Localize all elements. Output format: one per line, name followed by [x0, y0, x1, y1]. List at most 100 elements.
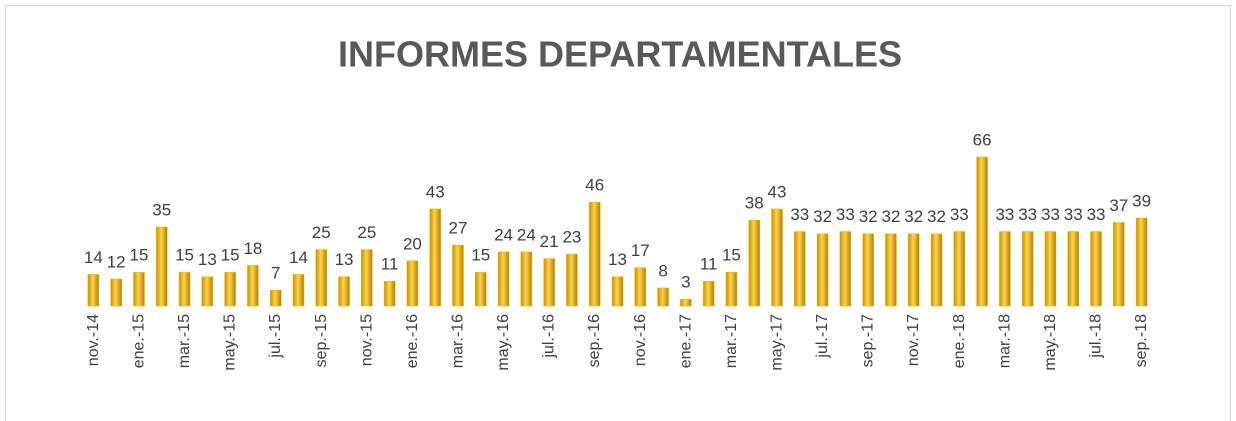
bar [1044, 231, 1057, 307]
data-label: 11 [700, 255, 718, 274]
data-label: 13 [198, 250, 217, 269]
data-label: 11 [381, 255, 399, 274]
bar [702, 280, 715, 307]
x-tick-label: may.-17 [769, 314, 786, 371]
bar [110, 278, 122, 307]
bar [611, 276, 624, 307]
data-label: 15 [471, 246, 490, 265]
chart-title: INFORMES DEPARTAMENTALES [338, 34, 902, 75]
bar [680, 298, 692, 307]
data-label: 7 [271, 264, 280, 283]
data-label: 32 [859, 207, 878, 226]
bar [816, 233, 829, 307]
data-label: 33 [950, 205, 969, 224]
bar [452, 244, 464, 307]
data-label: 37 [1109, 196, 1128, 215]
data-label: 46 [585, 176, 604, 195]
x-tick-label: mar.-15 [176, 314, 193, 368]
data-label: 33 [1018, 205, 1037, 224]
x-tick-label: nov.-17 [905, 314, 922, 366]
data-label: 33 [1041, 205, 1060, 224]
data-label: 39 [1132, 191, 1151, 210]
bar [657, 287, 669, 307]
data-label: 8 [658, 261, 667, 280]
data-label: 32 [813, 207, 832, 226]
bar [543, 258, 555, 307]
data-label: 43 [768, 182, 787, 201]
bar [748, 219, 760, 307]
data-label: 15 [221, 246, 240, 265]
bar [771, 208, 783, 307]
data-label: 14 [84, 248, 103, 267]
bar [566, 253, 578, 307]
bar [87, 274, 100, 307]
data-label: 33 [836, 205, 855, 224]
bar [133, 271, 145, 307]
data-label: 20 [403, 234, 422, 253]
bar [383, 280, 396, 307]
data-label: 25 [357, 223, 376, 242]
bar [178, 271, 191, 307]
bar [1135, 217, 1148, 307]
bar [315, 249, 328, 307]
bar [224, 271, 236, 307]
data-label: 33 [1064, 205, 1083, 224]
x-tick-label: nov.-15 [358, 314, 375, 366]
data-label: 24 [494, 225, 513, 244]
bar [794, 231, 806, 307]
data-label: 38 [745, 194, 764, 213]
bar [839, 231, 852, 307]
bar [1021, 231, 1034, 307]
bar [156, 226, 168, 307]
data-label: 13 [608, 250, 627, 269]
data-label: 13 [335, 250, 354, 269]
x-tick-label: jul.-17 [814, 314, 831, 359]
x-tick-label: ene.-18 [951, 314, 968, 368]
x-tick-label: may.-18 [1042, 314, 1059, 371]
bar [429, 208, 441, 307]
data-label: 33 [790, 205, 809, 224]
x-tick-label: may.-15 [222, 314, 239, 371]
data-label: 21 [540, 232, 559, 251]
x-tick-label: sep.-18 [1133, 314, 1150, 367]
data-label: 23 [562, 228, 581, 247]
data-label: 24 [517, 225, 536, 244]
data-label: 15 [130, 246, 149, 265]
bar [406, 260, 419, 307]
bar [885, 233, 897, 307]
bar [862, 233, 874, 307]
bar [269, 289, 282, 307]
bar [725, 271, 738, 307]
data-label: 43 [426, 182, 445, 201]
x-tick-label: jul.-18 [1088, 314, 1105, 359]
bar [953, 231, 966, 307]
x-tick-label: may.-16 [495, 314, 512, 371]
bar [976, 156, 988, 307]
x-tick-label: ene.-15 [130, 314, 147, 368]
data-label: 25 [312, 223, 331, 242]
bar [497, 251, 510, 307]
x-tick-label: sep.-15 [313, 314, 330, 367]
bar [361, 249, 373, 307]
data-label: 15 [722, 246, 741, 265]
bar [1067, 231, 1079, 307]
data-label: 33 [1087, 205, 1106, 224]
data-label: 32 [881, 207, 900, 226]
chart-frame [5, 5, 1231, 421]
bar [588, 201, 601, 307]
data-label: 15 [175, 246, 194, 265]
bar [930, 233, 943, 307]
bar [1090, 231, 1102, 307]
x-tick-label: sep.-16 [586, 314, 603, 367]
x-tick-label: jul.-15 [267, 314, 284, 359]
data-label: 17 [631, 241, 650, 260]
bar [1113, 222, 1125, 307]
data-label: 14 [289, 248, 308, 267]
bar [907, 233, 920, 307]
x-tick-label: jul.-16 [541, 314, 558, 359]
x-tick-label: ene.-16 [404, 314, 421, 368]
data-label: 27 [449, 219, 468, 238]
data-label: 33 [995, 205, 1014, 224]
x-tick-label: mar.-17 [723, 314, 740, 368]
